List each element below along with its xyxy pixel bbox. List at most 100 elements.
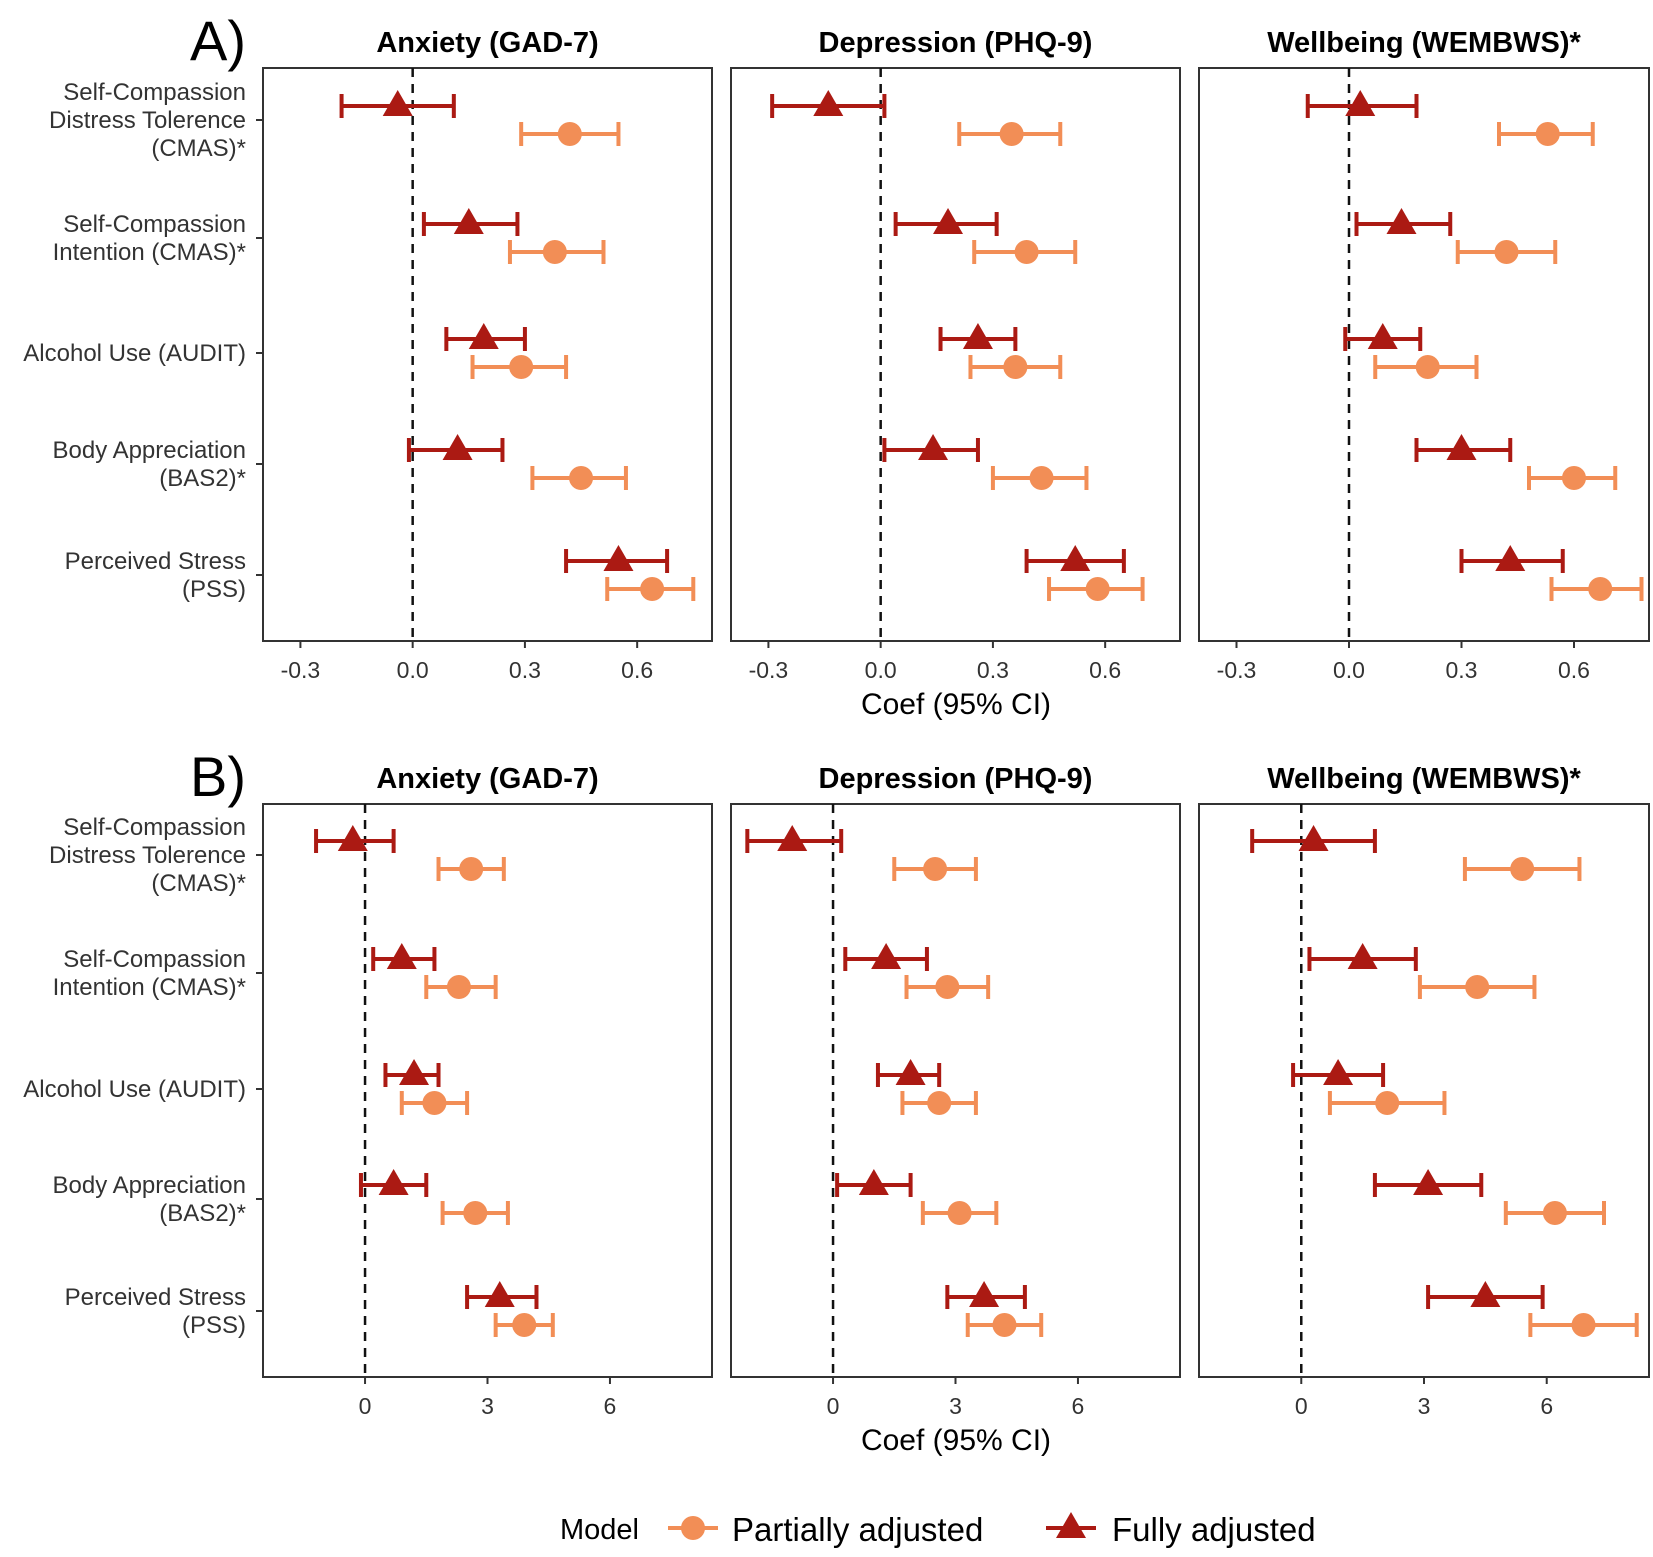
fully-adjusted-estimate xyxy=(314,825,396,853)
fully-adjusted-estimate xyxy=(1414,434,1513,462)
point-circle xyxy=(542,240,567,264)
facet-title: Wellbeing (WEMBWS)* xyxy=(1267,763,1581,795)
partially-adjusted-estimate xyxy=(1417,975,1537,999)
y-tick-label: (PSS) xyxy=(182,576,246,603)
y-tick-label: (CMAS)* xyxy=(151,135,246,162)
point-circle xyxy=(422,1091,447,1115)
point-triangle xyxy=(933,208,964,234)
partially-adjusted-estimate xyxy=(519,122,621,146)
panel-frame xyxy=(730,803,1181,1378)
point-circle xyxy=(923,857,948,881)
x-tick-label: 0.6 xyxy=(621,657,653,683)
y-tick-label: Intention (CMAS)* xyxy=(53,974,246,1001)
point-circle xyxy=(1562,466,1586,490)
partially-adjusted-estimate xyxy=(1503,1201,1606,1225)
fully-adjusted-estimate xyxy=(465,1281,539,1309)
panel-frame xyxy=(262,803,713,1378)
fully-adjusted-estimate xyxy=(1307,943,1418,971)
panel-label: B) xyxy=(190,745,246,808)
point-circle xyxy=(1588,577,1613,601)
point-triangle xyxy=(386,943,417,969)
point-triangle xyxy=(603,545,634,571)
point-circle xyxy=(569,466,594,490)
panel-label: A) xyxy=(190,9,246,72)
point-triangle xyxy=(813,90,844,116)
point-triangle xyxy=(378,1169,409,1195)
point-triangle xyxy=(1470,1281,1501,1307)
y-tick-label: Perceived Stress xyxy=(65,1284,246,1311)
fully-adjusted-estimate xyxy=(383,1059,441,1087)
y-tick-label: Body Appreciation xyxy=(53,1172,246,1199)
x-tick-label: 3 xyxy=(949,1393,962,1419)
point-circle xyxy=(557,122,582,146)
partially-adjusted-estimate xyxy=(493,1313,555,1337)
point-triangle xyxy=(1345,90,1376,116)
point-triangle xyxy=(1367,323,1398,349)
partially-adjusted-estimate xyxy=(1373,355,1479,379)
fully-adjusted-estimate xyxy=(1291,1059,1386,1087)
partially-adjusted-estimate xyxy=(1549,577,1644,601)
point-triangle xyxy=(1413,1169,1444,1195)
point-circle xyxy=(463,1201,488,1225)
fully-adjusted-estimate xyxy=(1250,825,1377,853)
point-triangle xyxy=(468,323,499,349)
x-tick-label: 3 xyxy=(1418,1393,1431,1419)
fully-adjusted-estimate xyxy=(1426,1281,1545,1309)
fully-adjusted-estimate xyxy=(406,434,505,462)
partially-adjusted-estimate xyxy=(920,1201,999,1225)
fully-adjusted-estimate xyxy=(1354,208,1453,236)
facet-title: Anxiety (GAD-7) xyxy=(376,27,598,59)
x-tick-label: 0.6 xyxy=(1089,657,1121,683)
x-tick-label: 3 xyxy=(481,1393,494,1419)
partially-adjusted-estimate xyxy=(965,1313,1044,1337)
point-circle xyxy=(446,975,471,999)
legend-key-triangle xyxy=(1056,1512,1086,1538)
x-tick-label: 0.3 xyxy=(977,657,1009,683)
x-tick-label: 0.0 xyxy=(397,657,429,683)
partially-adjusted-estimate xyxy=(990,466,1089,490)
point-triangle xyxy=(453,208,484,234)
legend-label: Fully adjusted xyxy=(1112,1511,1316,1548)
partially-adjusted-estimate xyxy=(605,577,696,601)
fully-adjusted-estimate xyxy=(444,323,527,351)
facet-title: Anxiety (GAD-7) xyxy=(376,763,598,795)
point-triangle xyxy=(1298,825,1329,851)
point-triangle xyxy=(871,943,902,969)
panel-frame xyxy=(1198,803,1650,1378)
y-tick-label: (BAS2)* xyxy=(159,465,246,492)
partially-adjusted-estimate xyxy=(1527,466,1618,490)
partially-adjusted-estimate xyxy=(1327,1091,1447,1115)
point-circle xyxy=(1375,1091,1400,1115)
y-tick-label: (BAS2)* xyxy=(159,1200,246,1227)
partially-adjusted-estimate xyxy=(972,240,1078,264)
point-circle xyxy=(927,1091,952,1115)
point-circle xyxy=(1510,857,1535,881)
fully-adjusted-estimate xyxy=(1305,90,1419,118)
point-circle xyxy=(512,1313,537,1337)
x-tick-label: -0.3 xyxy=(1217,657,1257,683)
fully-adjusted-estimate xyxy=(843,943,929,971)
point-circle xyxy=(1571,1313,1596,1337)
y-tick-label: Self-Compassion xyxy=(63,211,246,238)
y-tick-label: (CMAS)* xyxy=(151,870,246,897)
partially-adjusted-estimate xyxy=(1047,577,1145,601)
y-tick-label: Distress Tolerence xyxy=(49,107,246,134)
point-triangle xyxy=(1347,943,1378,969)
point-circle xyxy=(1003,355,1028,379)
fully-adjusted-estimate xyxy=(835,1169,913,1197)
fully-adjusted-estimate xyxy=(770,90,887,118)
partially-adjusted-estimate xyxy=(904,975,991,999)
fully-adjusted-estimate xyxy=(875,1059,942,1087)
point-triangle xyxy=(337,825,368,851)
y-tick-label: Alcohol Use (AUDIT) xyxy=(23,1076,246,1103)
fully-adjusted-estimate xyxy=(1459,545,1565,573)
legend-title: Model xyxy=(560,1514,639,1546)
figure-a: A) Self-Compassion Distress Tolerence(CMAS… xyxy=(23,9,1650,721)
fully-adjusted-estimate xyxy=(1343,323,1423,351)
point-triangle xyxy=(442,434,473,460)
facet-title: Depression (PHQ-9) xyxy=(819,27,1093,59)
legend-key-circle xyxy=(681,1516,705,1540)
fully-adjusted-estimate xyxy=(564,545,670,573)
partially-adjusted-estimate xyxy=(1462,857,1582,881)
